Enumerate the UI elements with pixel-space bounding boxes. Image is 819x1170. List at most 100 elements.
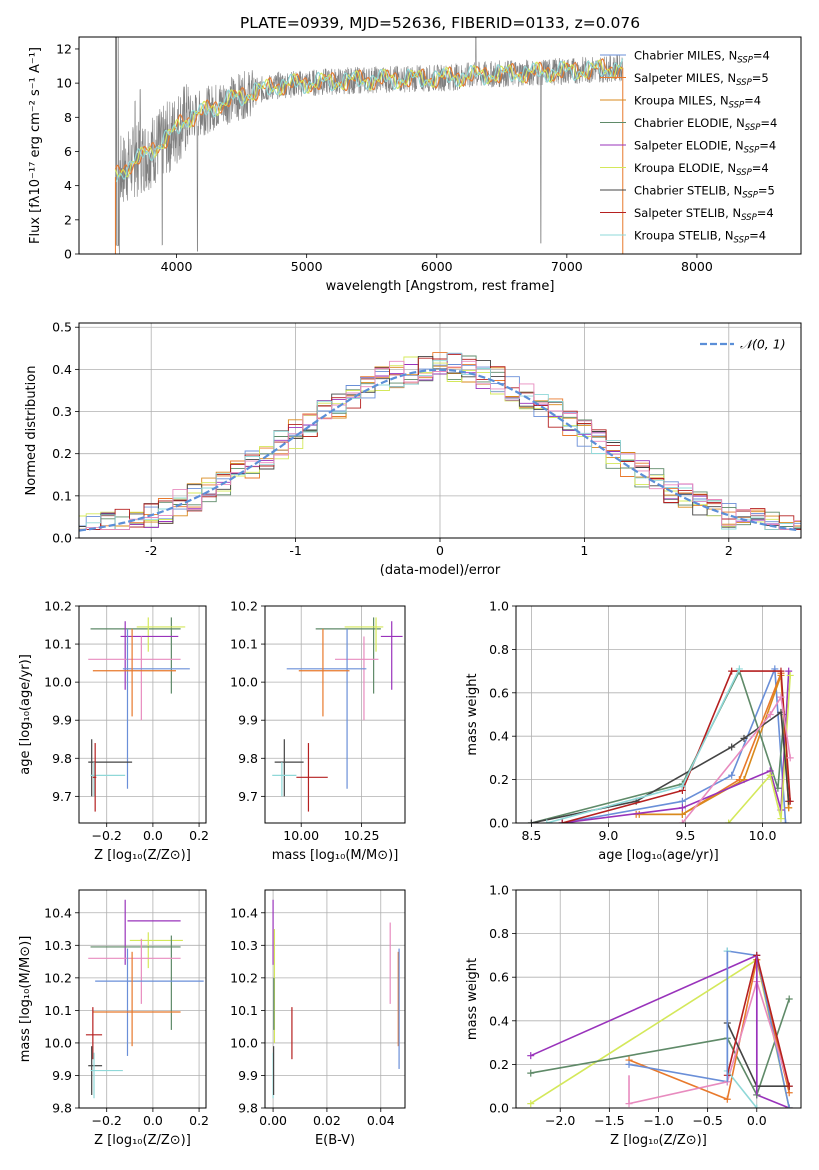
figure-title: PLATE=0939, MJD=52636, FIBERID=0133, z=0… <box>240 14 640 32</box>
tick-label-y: 10.2 <box>230 599 258 614</box>
axis-label-x: E(B-V) <box>315 1133 355 1148</box>
legend-value: =5 <box>758 184 775 198</box>
weight-point-marker <box>785 1089 793 1097</box>
axes-frame <box>264 889 406 1109</box>
plot-area <box>79 606 206 823</box>
axes-frame <box>515 889 802 1109</box>
tick-label-y: 1.0 <box>489 599 509 614</box>
tick-label-y: 0.2 <box>489 772 509 787</box>
legend-value: =4 <box>744 94 761 108</box>
legend-subscript: SSP <box>736 78 752 88</box>
tick-label-x: 0.0 <box>143 828 163 843</box>
legend-label: 𝒩(0, 1) <box>740 337 786 352</box>
histogram-step <box>79 356 801 531</box>
legend-subscript: SSP <box>734 236 750 246</box>
weight-point-marker <box>725 819 733 823</box>
tick-label-y: 9.8 <box>238 751 258 766</box>
histogram-step <box>79 352 801 531</box>
spectrum-legend: Chabrier MILES, NSSP=4 Salpeter MILES, NS… <box>600 49 777 246</box>
tick-label-y: 10 <box>56 76 72 91</box>
weight-point-marker <box>753 1104 761 1108</box>
axis-label-x: Z [log₁₀(Z/Z⊙)] <box>610 1133 707 1148</box>
weight-point-marker <box>785 1104 793 1108</box>
tick-label-x: 0.2 <box>189 1113 209 1128</box>
legend-label: Kroupa STELIB, NSSP=4 <box>634 229 766 246</box>
weight-point-marker <box>766 711 774 718</box>
spectrum-model-line <box>114 59 624 178</box>
legend-label: Salpeter STELIB, NSSP=4 <box>634 206 774 223</box>
tick-label-y: 0.6 <box>489 970 509 985</box>
weight-point-marker <box>786 754 794 762</box>
legend-label: Kroupa MILES, NSSP=4 <box>634 94 761 111</box>
tick-label-y: 10.2 <box>44 599 72 614</box>
weight-series-line <box>531 669 785 823</box>
plot-area <box>79 890 206 1108</box>
legend-subscript: SSP <box>745 123 761 133</box>
tick-label-y: 9.9 <box>52 713 72 728</box>
legend-value: =4 <box>753 49 770 63</box>
chart-mass_weight_vs_Z: −2.0 −1.5 −1.0 −0.5 0.0 0.0 0.2 0.4 0.6 0.8 1.0 Z [… <box>465 883 802 1148</box>
tick-label-y: 0.5 <box>52 320 72 335</box>
tick-label-y: 6 <box>64 144 72 159</box>
tick-label-y: 0.0 <box>489 816 509 831</box>
plot-area <box>265 606 405 823</box>
axis-label-y: mass [log₁₀(M/M⊙)] <box>18 936 33 1063</box>
tick-label-y: 10.0 <box>230 675 258 690</box>
tick-label-x: 0.0 <box>143 1113 163 1128</box>
tick-label-y: 10.1 <box>230 1003 258 1018</box>
weight-point-marker <box>543 819 551 823</box>
weight-series-line <box>530 998 790 1097</box>
tick-label-y: 9.9 <box>238 713 258 728</box>
tick-label-x: 0.04 <box>367 1113 395 1128</box>
axis-label-x: mass [log₁₀(M/M⊙)] <box>272 848 399 863</box>
tick-label-y: 0.0 <box>52 531 72 546</box>
weight-point-marker <box>678 810 686 818</box>
weight-point-marker <box>786 797 794 805</box>
tick-label-x: 6000 <box>421 259 453 274</box>
weight-point-marker <box>678 819 686 823</box>
axis-label-y: age [log₁₀(age/yr)] <box>18 654 33 775</box>
tick-label-y: 0.2 <box>489 1057 509 1072</box>
weight-point-marker <box>678 797 686 805</box>
tick-label-x: −1.5 <box>594 1113 624 1128</box>
tick-label-x: 10.00 <box>283 828 319 843</box>
axis-label-x: age [log₁₀(age/yr)] <box>598 848 719 863</box>
weight-point-marker <box>785 804 793 812</box>
tick-label-y: 8 <box>64 110 72 125</box>
axes-frame <box>78 36 802 255</box>
weight-point-marker <box>786 671 794 679</box>
weight-point-marker <box>728 667 736 675</box>
tick-label-x: -2 <box>145 543 157 558</box>
tick-label-x: 0.0 <box>747 1113 767 1128</box>
tick-label-y: 10.1 <box>44 1003 72 1018</box>
tick-label-y: 10.3 <box>44 938 72 953</box>
weight-point-marker <box>740 734 748 742</box>
plot-area <box>114 37 624 254</box>
tick-label-y: 0.4 <box>489 729 509 744</box>
plot-area <box>516 890 801 1108</box>
tick-label-x: 0.02 <box>313 1113 341 1128</box>
legend-value: =4 <box>752 161 769 175</box>
chart-mass_weight_vs_age: 8.5 9.0 9.5 10.0 0.0 0.2 0.4 0.6 0.8 1.0 age [log₁… <box>465 599 802 863</box>
weight-point-marker <box>785 1082 793 1090</box>
legend-subscript: SSP <box>729 101 745 111</box>
legend-label: Salpeter ELODIE, NSSP=4 <box>634 139 776 156</box>
tick-label-y: 1.0 <box>489 883 509 898</box>
axis-label-x: Z [log₁₀(Z/Z⊙)] <box>94 848 191 863</box>
axis-label-x: (data-model)/error <box>380 563 501 578</box>
weight-point-marker <box>678 782 686 790</box>
spectrum-model-line <box>115 58 624 183</box>
tick-label-x: −0.5 <box>692 1113 722 1128</box>
weight-point-marker <box>527 1100 535 1108</box>
tick-label-x: −1.0 <box>643 1113 673 1128</box>
tick-label-x: 0 <box>436 543 444 558</box>
tick-label-x: 2 <box>725 543 733 558</box>
chart-spectrum: 4000 5000 6000 7000 8000 0 2 4 6 8 10 12 wavelength … <box>28 36 802 294</box>
tick-label-y: 0.8 <box>489 926 509 941</box>
tick-label-y: 9.7 <box>238 789 258 804</box>
tick-label-x: 9.5 <box>676 828 696 843</box>
tick-label-y: 0.0 <box>489 1101 509 1116</box>
axes-frame <box>78 322 802 539</box>
weight-point-marker <box>785 995 793 1003</box>
axes-frame <box>515 605 802 824</box>
